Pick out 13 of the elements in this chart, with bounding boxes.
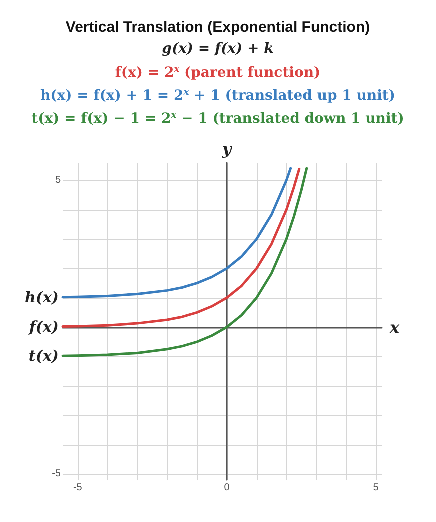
series-label: f(x): [28, 318, 59, 336]
chart-title: Vertical Translation (Exponential Function): [66, 19, 370, 36]
x-tick-label: -5: [73, 482, 83, 494]
x-axis-title: x: [389, 318, 400, 337]
line-series: [62, 167, 308, 358]
x-tick-label: 5: [373, 482, 380, 494]
series-label: h(x): [24, 288, 59, 306]
line-series: [62, 168, 301, 328]
series-label: t(x): [28, 347, 59, 366]
y-axis-title: y: [221, 140, 234, 158]
x-tick-label: 0: [224, 482, 230, 494]
line-series: [62, 167, 292, 299]
chart-subtitle: g(x) = f(x) + k: [162, 41, 274, 57]
